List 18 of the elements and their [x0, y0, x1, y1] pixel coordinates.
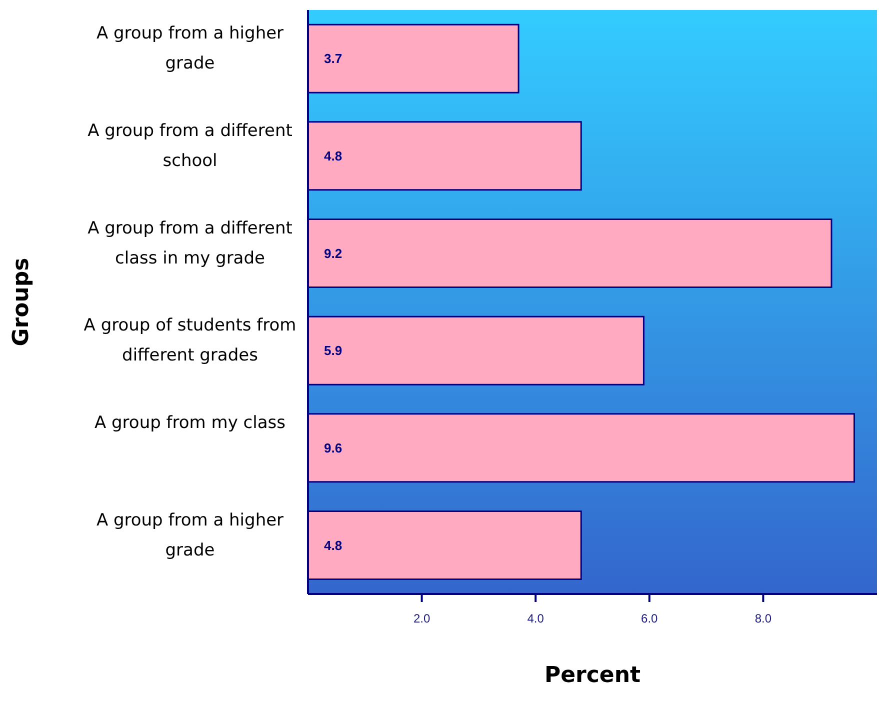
y-tick-label: A group from a higher grade — [96, 510, 284, 560]
x-axis-title: Percent — [544, 663, 641, 688]
x-tick-label: 4.0 — [527, 612, 544, 626]
data-label: 9.6 — [324, 440, 342, 456]
x-tick-label: 2.0 — [413, 612, 430, 626]
y-tick-label: A group from a different school — [88, 121, 293, 171]
x-tick-label: 8.0 — [754, 612, 772, 626]
y-tick-label: A group from a higher grade — [96, 24, 284, 74]
y-axis-title: Groups — [8, 258, 34, 346]
y-tick-label: A group of students from different grades — [84, 316, 296, 366]
data-label: 5.9 — [324, 343, 342, 358]
x-tick-label: 6.0 — [641, 612, 658, 626]
y-tick-label: A group from a different class in my grade — [88, 218, 293, 268]
data-label: 4.8 — [324, 538, 342, 553]
data-label: 4.8 — [324, 148, 342, 164]
data-label: 9.2 — [324, 246, 342, 261]
y-tick-label: A group from my class — [94, 413, 286, 433]
data-label: 3.7 — [324, 51, 342, 66]
